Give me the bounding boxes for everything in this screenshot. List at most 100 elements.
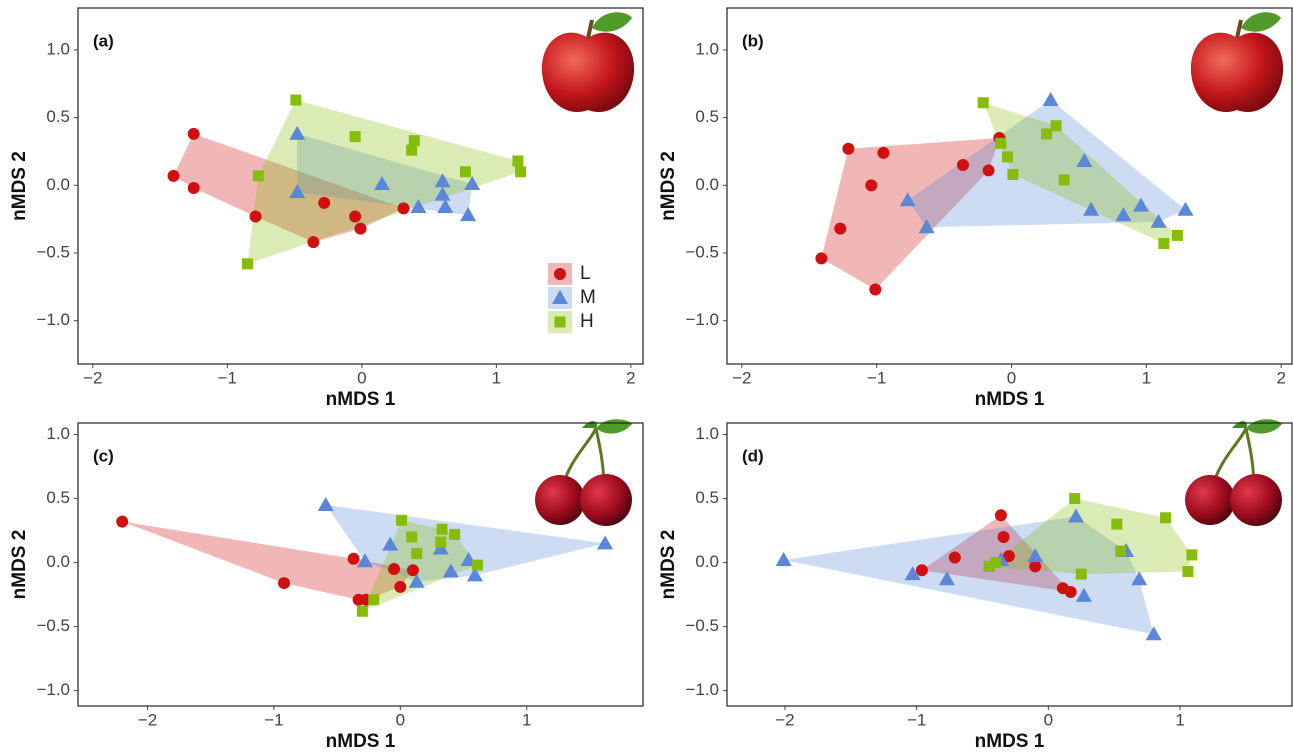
x-axis-title: nMDS 1: [326, 389, 396, 410]
x-tick-label: −2: [732, 368, 751, 387]
point: [1029, 560, 1041, 572]
point: [357, 606, 368, 617]
y-tick-label: 0.5: [695, 488, 719, 507]
point: [1172, 230, 1183, 241]
page: {"chart_data": [ {"type": "scatter", "pa…: [0, 0, 1293, 754]
apple-icon: [542, 12, 634, 112]
point: [597, 535, 613, 549]
y-axis-title: nMDS 2: [9, 530, 30, 600]
point: [307, 236, 319, 248]
point: [957, 159, 969, 171]
y-tick-label: 0.0: [695, 552, 719, 571]
point: [355, 223, 367, 235]
point: [407, 564, 419, 576]
point: [435, 537, 446, 548]
x-tick-label: −1: [867, 368, 886, 387]
point: [349, 210, 361, 222]
y-axis-title: nMDS 2: [9, 151, 30, 221]
y-tick-label: −0.5: [685, 616, 719, 635]
point: [515, 166, 526, 177]
point: [1002, 151, 1013, 162]
point: [1076, 569, 1087, 580]
y-tick-label: 1.0: [695, 39, 719, 58]
point: [1182, 566, 1193, 577]
point: [877, 147, 889, 159]
point: [253, 170, 264, 181]
y-tick-label: 1.0: [695, 424, 719, 443]
panel-label: (c): [93, 446, 114, 465]
y-tick-label: 1.0: [46, 39, 70, 58]
point: [512, 155, 523, 166]
x-tick-label: −2: [138, 710, 157, 729]
point: [388, 563, 400, 575]
point: [460, 166, 471, 177]
point: [776, 552, 792, 566]
legend-marker: [554, 268, 566, 280]
y-tick-label: −0.5: [685, 242, 719, 261]
point: [1069, 493, 1080, 504]
point: [398, 202, 410, 214]
cherry-icon: [1185, 419, 1282, 526]
point: [995, 138, 1006, 149]
panel-label: (a): [93, 31, 114, 50]
y-tick-label: 0.5: [46, 488, 70, 507]
y-tick-label: −0.5: [36, 242, 70, 261]
point: [250, 210, 262, 222]
panel-label: (b): [742, 31, 764, 50]
x-tick-label: 0: [1044, 710, 1053, 729]
point: [168, 170, 180, 182]
point: [842, 143, 854, 155]
point: [1051, 120, 1062, 131]
point: [1059, 174, 1070, 185]
x-tick-label: 1: [492, 368, 501, 387]
y-tick-label: −1.0: [36, 680, 70, 699]
point: [869, 284, 881, 296]
y-tick-label: 0.5: [46, 107, 70, 126]
point: [437, 524, 448, 535]
point: [406, 531, 417, 542]
y-tick-label: −1.0: [685, 680, 719, 699]
cherry-icon: [535, 419, 632, 526]
point: [318, 497, 334, 511]
y-tick-label: −0.5: [36, 616, 70, 635]
legend-label: M: [580, 287, 596, 308]
point: [406, 145, 417, 156]
y-tick-label: 0.5: [695, 107, 719, 126]
point: [1158, 238, 1169, 249]
point: [990, 557, 1001, 568]
point: [949, 551, 961, 563]
x-tick-label: 0: [396, 710, 405, 729]
legend-label: L: [580, 263, 591, 284]
x-tick-label: −2: [83, 368, 102, 387]
point: [983, 164, 995, 176]
point: [188, 128, 200, 140]
x-tick-label: 2: [1276, 368, 1285, 387]
point: [411, 548, 422, 559]
point: [815, 252, 827, 264]
point: [916, 564, 928, 576]
point: [394, 581, 406, 593]
point: [998, 531, 1010, 543]
point: [1111, 519, 1122, 530]
y-tick-label: −1.0: [685, 310, 719, 329]
point: [1041, 128, 1052, 139]
point: [290, 95, 301, 106]
point: [409, 135, 420, 146]
point: [995, 509, 1007, 521]
panel-label: (d): [742, 446, 764, 465]
point: [1007, 169, 1018, 180]
x-tick-label: 1: [1142, 368, 1151, 387]
point: [834, 223, 846, 235]
legend-label: H: [580, 311, 594, 332]
y-tick-label: 0.0: [46, 552, 70, 571]
point: [1043, 92, 1059, 106]
x-tick-label: 1: [522, 710, 531, 729]
point: [1115, 546, 1126, 557]
x-tick-label: 0: [1007, 368, 1016, 387]
y-tick-label: 1.0: [46, 424, 70, 443]
x-axis-title: nMDS 1: [975, 731, 1045, 752]
y-tick-label: −1.0: [36, 310, 70, 329]
x-tick-label: −2: [775, 710, 794, 729]
point: [396, 515, 407, 526]
point: [318, 197, 330, 209]
